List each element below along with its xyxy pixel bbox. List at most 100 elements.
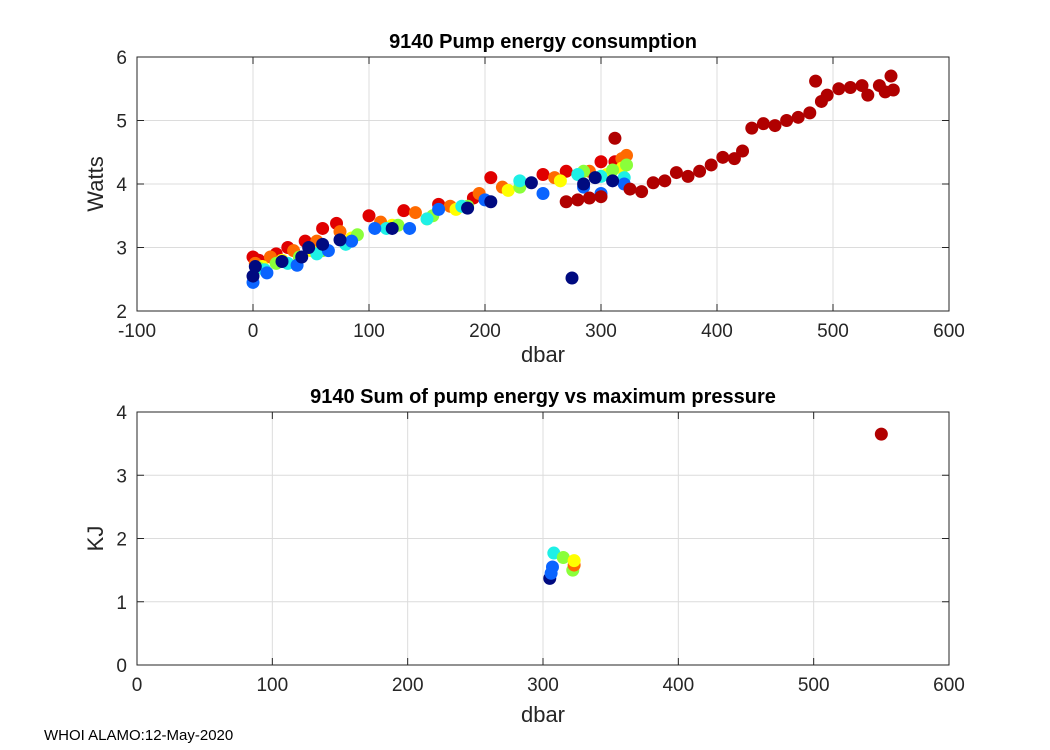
- data-point: [556, 550, 570, 564]
- x-tick-label: 500: [817, 321, 849, 342]
- data-point: [704, 158, 718, 172]
- data-point: [608, 131, 622, 145]
- x-tick-label: 0: [132, 675, 143, 696]
- data-point: [385, 221, 399, 235]
- data-point: [260, 266, 274, 280]
- data-point: [295, 250, 309, 264]
- data-point: [484, 195, 498, 209]
- data-point: [736, 144, 750, 158]
- data-point: [553, 174, 567, 188]
- data-point: [248, 260, 262, 274]
- data-point: [545, 560, 559, 574]
- data-point: [362, 209, 376, 223]
- data-point: [803, 106, 817, 120]
- data-point: [403, 221, 417, 235]
- data-point: [368, 221, 382, 235]
- data-point: [832, 82, 846, 96]
- x-tick-label: 300: [585, 321, 617, 342]
- data-point: [513, 174, 527, 188]
- data-point: [594, 190, 608, 204]
- y-tick-label: 3: [116, 239, 127, 260]
- data-point: [302, 241, 316, 254]
- data-point: [316, 221, 330, 235]
- data-point: [716, 150, 730, 164]
- data-point: [571, 193, 585, 207]
- data-point: [461, 201, 475, 215]
- data-point: [620, 158, 634, 172]
- data-point: [658, 174, 672, 188]
- data-point: [635, 185, 649, 199]
- y-tick-label: 4: [116, 403, 127, 424]
- data-point: [577, 177, 591, 191]
- y-tick-label: 4: [116, 175, 127, 196]
- top-chart: -100 0 100 200 300 400 500 600 2 3 4 5 6 9140 Pump en…: [83, 31, 965, 367]
- x-tick-label: 100: [256, 675, 288, 696]
- data-point: [623, 182, 637, 196]
- x-tick-label: 200: [469, 321, 501, 342]
- y-tick-label: 1: [116, 593, 127, 614]
- data-point: [536, 187, 550, 201]
- data-point: [275, 254, 289, 268]
- data-point: [681, 169, 695, 183]
- data-point: [397, 204, 411, 218]
- data-point: [791, 110, 805, 124]
- data-point: [345, 234, 359, 248]
- data-point: [855, 79, 869, 93]
- footer-stamp: WHOI ALAMO:12-May-2020: [44, 727, 234, 744]
- data-point: [501, 183, 515, 197]
- x-tick-label: 300: [527, 675, 559, 696]
- data-point: [620, 148, 634, 162]
- x-tick-label: 200: [392, 675, 424, 696]
- data-point: [809, 74, 823, 88]
- x-axis-label: dbar: [521, 342, 565, 367]
- data-point: [669, 166, 683, 180]
- y-tick-label: 0: [116, 656, 127, 677]
- data-point: [559, 195, 573, 209]
- data-point: [420, 212, 434, 226]
- chart-title: 9140 Sum of pump energy vs maximum press…: [310, 386, 776, 408]
- data-point: [727, 152, 741, 166]
- x-tick-label: 0: [248, 321, 259, 342]
- data-point: [484, 171, 498, 185]
- data-point: [861, 88, 875, 102]
- data-point: [565, 271, 579, 285]
- x-tick-label: 600: [933, 675, 965, 696]
- data-point: [582, 191, 596, 205]
- data-point: [646, 176, 660, 190]
- data-point: [780, 114, 794, 127]
- data-point: [693, 164, 707, 178]
- data-point: [843, 80, 857, 94]
- x-tick-label: -100: [118, 321, 156, 342]
- y-axis-label: Watts: [83, 156, 108, 211]
- y-tick-label: 5: [116, 112, 127, 133]
- data-point: [432, 202, 446, 216]
- data-point: [536, 167, 550, 181]
- data-point: [524, 176, 538, 190]
- y-axis-label: KJ: [83, 526, 108, 552]
- data-point: [884, 69, 898, 83]
- data-point: [606, 163, 620, 177]
- data-point: [874, 427, 888, 441]
- y-tick-label: 3: [116, 466, 127, 487]
- chart-title: 9140 Pump energy consumption: [389, 31, 697, 53]
- data-point: [745, 121, 759, 135]
- data-point: [606, 174, 620, 188]
- x-axis-label: dbar: [521, 702, 565, 727]
- data-point: [768, 119, 782, 133]
- x-tick-label: 500: [798, 675, 830, 696]
- x-tick-label: 400: [662, 675, 694, 696]
- data-point: [594, 155, 608, 169]
- y-tick-label: 2: [116, 302, 127, 323]
- x-tick-label: 600: [933, 321, 965, 342]
- x-tick-label: 400: [701, 321, 733, 342]
- y-tick-label: 6: [116, 48, 127, 69]
- data-point: [333, 233, 347, 247]
- data-point: [820, 88, 834, 102]
- data-point: [408, 206, 422, 220]
- data-point: [588, 171, 602, 185]
- x-tick-label: 100: [353, 321, 385, 342]
- data-point: [316, 237, 330, 251]
- data-point: [567, 554, 581, 568]
- data-point: [886, 83, 900, 97]
- data-point: [756, 117, 770, 131]
